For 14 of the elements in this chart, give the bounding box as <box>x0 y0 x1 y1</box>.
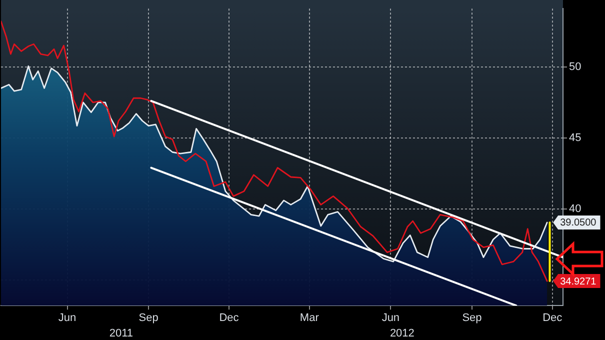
y-tick-label: 40 <box>569 203 582 215</box>
x-tick-label: Jun <box>58 312 76 324</box>
x-tick-label: Dec <box>219 312 240 324</box>
x-tick-label: Sep <box>138 312 158 324</box>
data-label: 34.9271 <box>560 276 597 288</box>
data-label: 39.0500 <box>560 218 597 229</box>
y-tick-label: 45 <box>569 132 582 144</box>
x-tick-label: Mar <box>300 312 320 324</box>
x-tick-label: Sep <box>462 312 482 324</box>
x2-tick-label: 2012 <box>390 327 414 340</box>
x-tick-label: Dec <box>542 312 563 324</box>
x2-tick-label: 2011 <box>109 327 134 340</box>
y-tick-label: 50 <box>569 60 582 73</box>
x-tick-label: Jun <box>382 312 400 324</box>
